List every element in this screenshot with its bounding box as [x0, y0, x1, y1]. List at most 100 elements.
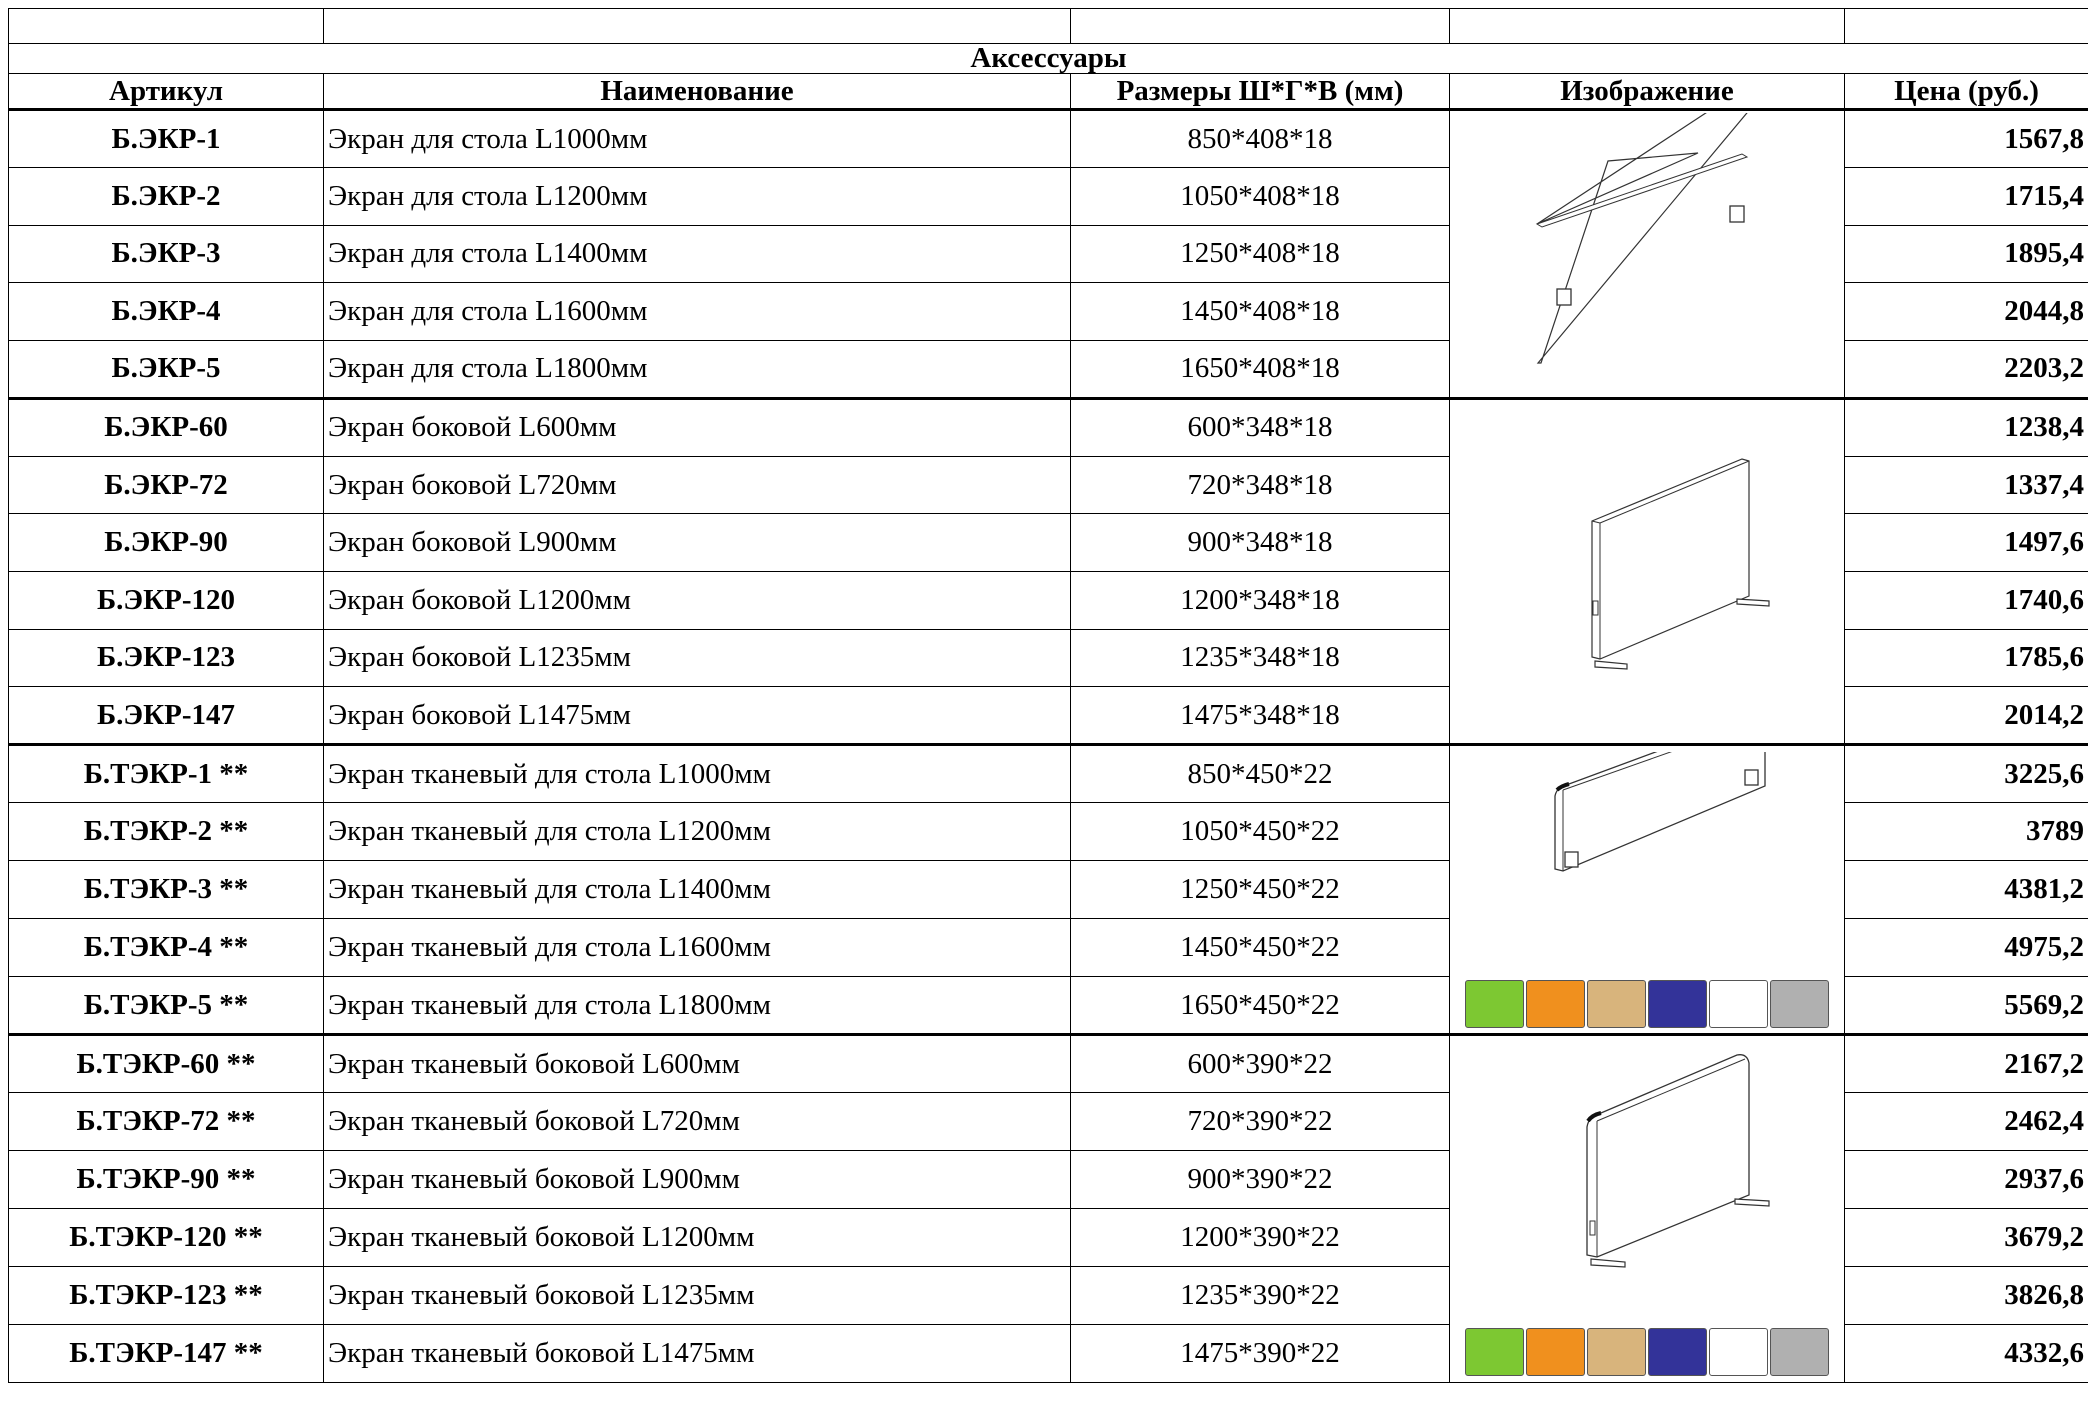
header-name: Наименование: [323, 73, 1071, 110]
price-cell: 2014,2: [1844, 686, 2088, 746]
fabric-color-swatches: [1454, 979, 1840, 1028]
blank-top-row: [8, 8, 2088, 44]
table-row: Б.ЭКР-5 Экран для стола L1800мм 1650*408*1…: [8, 339, 2088, 399]
header-image: Изображение: [1449, 73, 1845, 110]
price-cell: 1895,4: [1844, 224, 2088, 284]
size-cell: 1200*348*18: [1070, 570, 1450, 630]
name-cell: Экран боковой L600мм: [323, 396, 1071, 457]
size-cell: 850*408*18: [1070, 108, 1450, 168]
fabric-color-swatch: [1709, 979, 1768, 1028]
table-row: Б.ТЭКР-147 ** Экран тканевый боковой L147…: [8, 1324, 2088, 1384]
table-row: Б.ЭКР-90 Экран боковой L900мм 900*348*18 14…: [8, 513, 2088, 572]
sku-cell: Б.ЭКР-123: [8, 628, 324, 688]
size-cell: 1650*450*22: [1070, 976, 1450, 1036]
table-row: Б.ТЭКР-5 ** Экран тканевый для стола L180…: [8, 976, 2088, 1036]
table-row: Б.ТЭКР-90 ** Экран тканевый боковой L900м…: [8, 1150, 2088, 1210]
fabric-color-swatch: [1648, 1328, 1707, 1377]
side-screen-drawing: [1591, 458, 1770, 671]
sku-cell: Б.ЭКР-120: [8, 570, 324, 630]
size-cell: 1200*390*22: [1070, 1208, 1450, 1268]
fabric-color-swatch: [1465, 979, 1524, 1028]
table-row: Б.ТЭКР-60 ** Экран тканевый боковой L600м…: [8, 1033, 2088, 1384]
section-title: Аксессуары: [8, 43, 2088, 74]
table-row: Б.ЭКР-60 Экран боковой L600мм 600*348*18 1…: [8, 396, 2088, 746]
sku-cell: Б.ТЭКР-2 **: [8, 802, 324, 862]
size-cell: 850*450*22: [1070, 743, 1450, 804]
sku-cell: Б.ТЭКР-72 **: [8, 1092, 324, 1152]
table-row: Б.ЭКР-2 Экран для стола L1200мм 1050*408*1…: [8, 167, 2088, 226]
price-cell: 2462,4: [1844, 1092, 2088, 1152]
price-cell: 5569,2: [1844, 976, 2088, 1036]
price-cell: 1715,4: [1844, 167, 2088, 226]
sku-cell: Б.ЭКР-60: [8, 396, 324, 457]
size-cell: 900*390*22: [1070, 1150, 1450, 1210]
fabric-color-swatch: [1526, 979, 1585, 1028]
name-cell: Экран тканевый для стола L1400мм: [323, 860, 1071, 920]
sku-cell: Б.ТЭКР-90 **: [8, 1150, 324, 1210]
fabric-color-swatch: [1709, 1328, 1768, 1377]
header-size: Размеры Ш*Г*В (мм): [1070, 73, 1450, 110]
fabric-color-swatch: [1465, 1328, 1524, 1377]
fabric-color-swatches: [1454, 1328, 1840, 1377]
sku-cell: Б.ТЭКР-5 **: [8, 976, 324, 1036]
price-sheet: Аксессуары Артикул Наименование Размеры …: [8, 8, 2088, 1415]
size-cell: 1475*390*22: [1070, 1324, 1450, 1384]
name-cell: Экран тканевый боковой L1200мм: [323, 1208, 1071, 1268]
product-image-cell: [1449, 396, 1845, 746]
header-sku: Артикул: [8, 73, 324, 110]
size-cell: 1250*450*22: [1070, 860, 1450, 920]
size-cell: 1235*390*22: [1070, 1266, 1450, 1326]
table-row: Б.ТЭКР-72 ** Экран тканевый боковой L720м…: [8, 1092, 2088, 1152]
table-row: Б.ТЭКР-1 ** Экран тканевый для стола L100…: [8, 743, 2088, 1036]
table-row: Б.ТЭКР-3 ** Экран тканевый для стола L140…: [8, 860, 2088, 920]
size-cell: 600*348*18: [1070, 396, 1450, 457]
sku-cell: Б.ЭКР-147: [8, 686, 324, 746]
name-cell: Экран боковой L1200мм: [323, 570, 1071, 630]
sku-cell: Б.ЭКР-5: [8, 339, 324, 399]
price-cell: 4332,6: [1844, 1324, 2088, 1384]
sku-cell: Б.ТЭКР-1 **: [8, 743, 324, 804]
fabric-desk-screen-drawing: [1554, 751, 1766, 872]
price-cell: 1337,4: [1844, 455, 2088, 515]
size-cell: 600*390*22: [1070, 1033, 1450, 1094]
fabric-color-swatch: [1770, 979, 1829, 1028]
size-cell: 1450*408*18: [1070, 282, 1450, 341]
price-cell: 3225,6: [1844, 743, 2088, 804]
product-image-cell: [1449, 1033, 1845, 1384]
blank-cell: [8, 8, 324, 44]
fabric-color-swatch: [1526, 1328, 1585, 1377]
price-cell: 1740,6: [1844, 570, 2088, 630]
sku-cell: Б.ЭКР-72: [8, 455, 324, 515]
name-cell: Экран для стола L1800мм: [323, 339, 1071, 399]
blank-cell: [1449, 8, 1845, 44]
fabric-color-swatch: [1648, 979, 1707, 1028]
sku-cell: Б.ТЭКР-4 **: [8, 918, 324, 978]
size-cell: 1250*408*18: [1070, 224, 1450, 284]
table-row: Б.ЭКР-1 Экран для стола L1000мм 850*408*18…: [8, 108, 2088, 399]
table-row: Б.ЭКР-3 Экран для стола L1400мм 1250*408*1…: [8, 224, 2088, 284]
header-price: Цена (руб.): [1844, 73, 2088, 110]
sku-cell: Б.ЭКР-1: [8, 108, 324, 168]
sku-cell: Б.ТЭКР-3 **: [8, 860, 324, 920]
table-row: Б.ТЭКР-123 ** Экран тканевый боковой L123…: [8, 1266, 2088, 1326]
price-cell: 3826,8: [1844, 1266, 2088, 1326]
name-cell: Экран тканевый боковой L1475мм: [323, 1324, 1071, 1384]
name-cell: Экран для стола L1400мм: [323, 224, 1071, 284]
size-cell: 1475*348*18: [1070, 686, 1450, 746]
price-cell: 1497,6: [1844, 513, 2088, 572]
price-cell: 4381,2: [1844, 860, 2088, 920]
accessories-table: Аксессуары Артикул Наименование Размеры …: [8, 8, 2088, 1384]
size-cell: 1050*408*18: [1070, 167, 1450, 226]
fabric-color-swatch: [1587, 979, 1646, 1028]
sku-cell: Б.ЭКР-2: [8, 167, 324, 226]
blank-cell: [1844, 8, 2088, 44]
blank-cell: [1070, 8, 1450, 44]
sku-cell: Б.ЭКР-4: [8, 282, 324, 341]
blank-cell: [323, 8, 1071, 44]
table-row: Б.ТЭКР-120 ** Экран тканевый боковой L120…: [8, 1208, 2088, 1268]
name-cell: Экран тканевый для стола L1800мм: [323, 976, 1071, 1036]
price-cell: 1238,4: [1844, 396, 2088, 457]
name-cell: Экран боковой L720мм: [323, 455, 1071, 515]
sku-cell: Б.ТЭКР-123 **: [8, 1266, 324, 1326]
price-cell: 1567,8: [1844, 108, 2088, 168]
